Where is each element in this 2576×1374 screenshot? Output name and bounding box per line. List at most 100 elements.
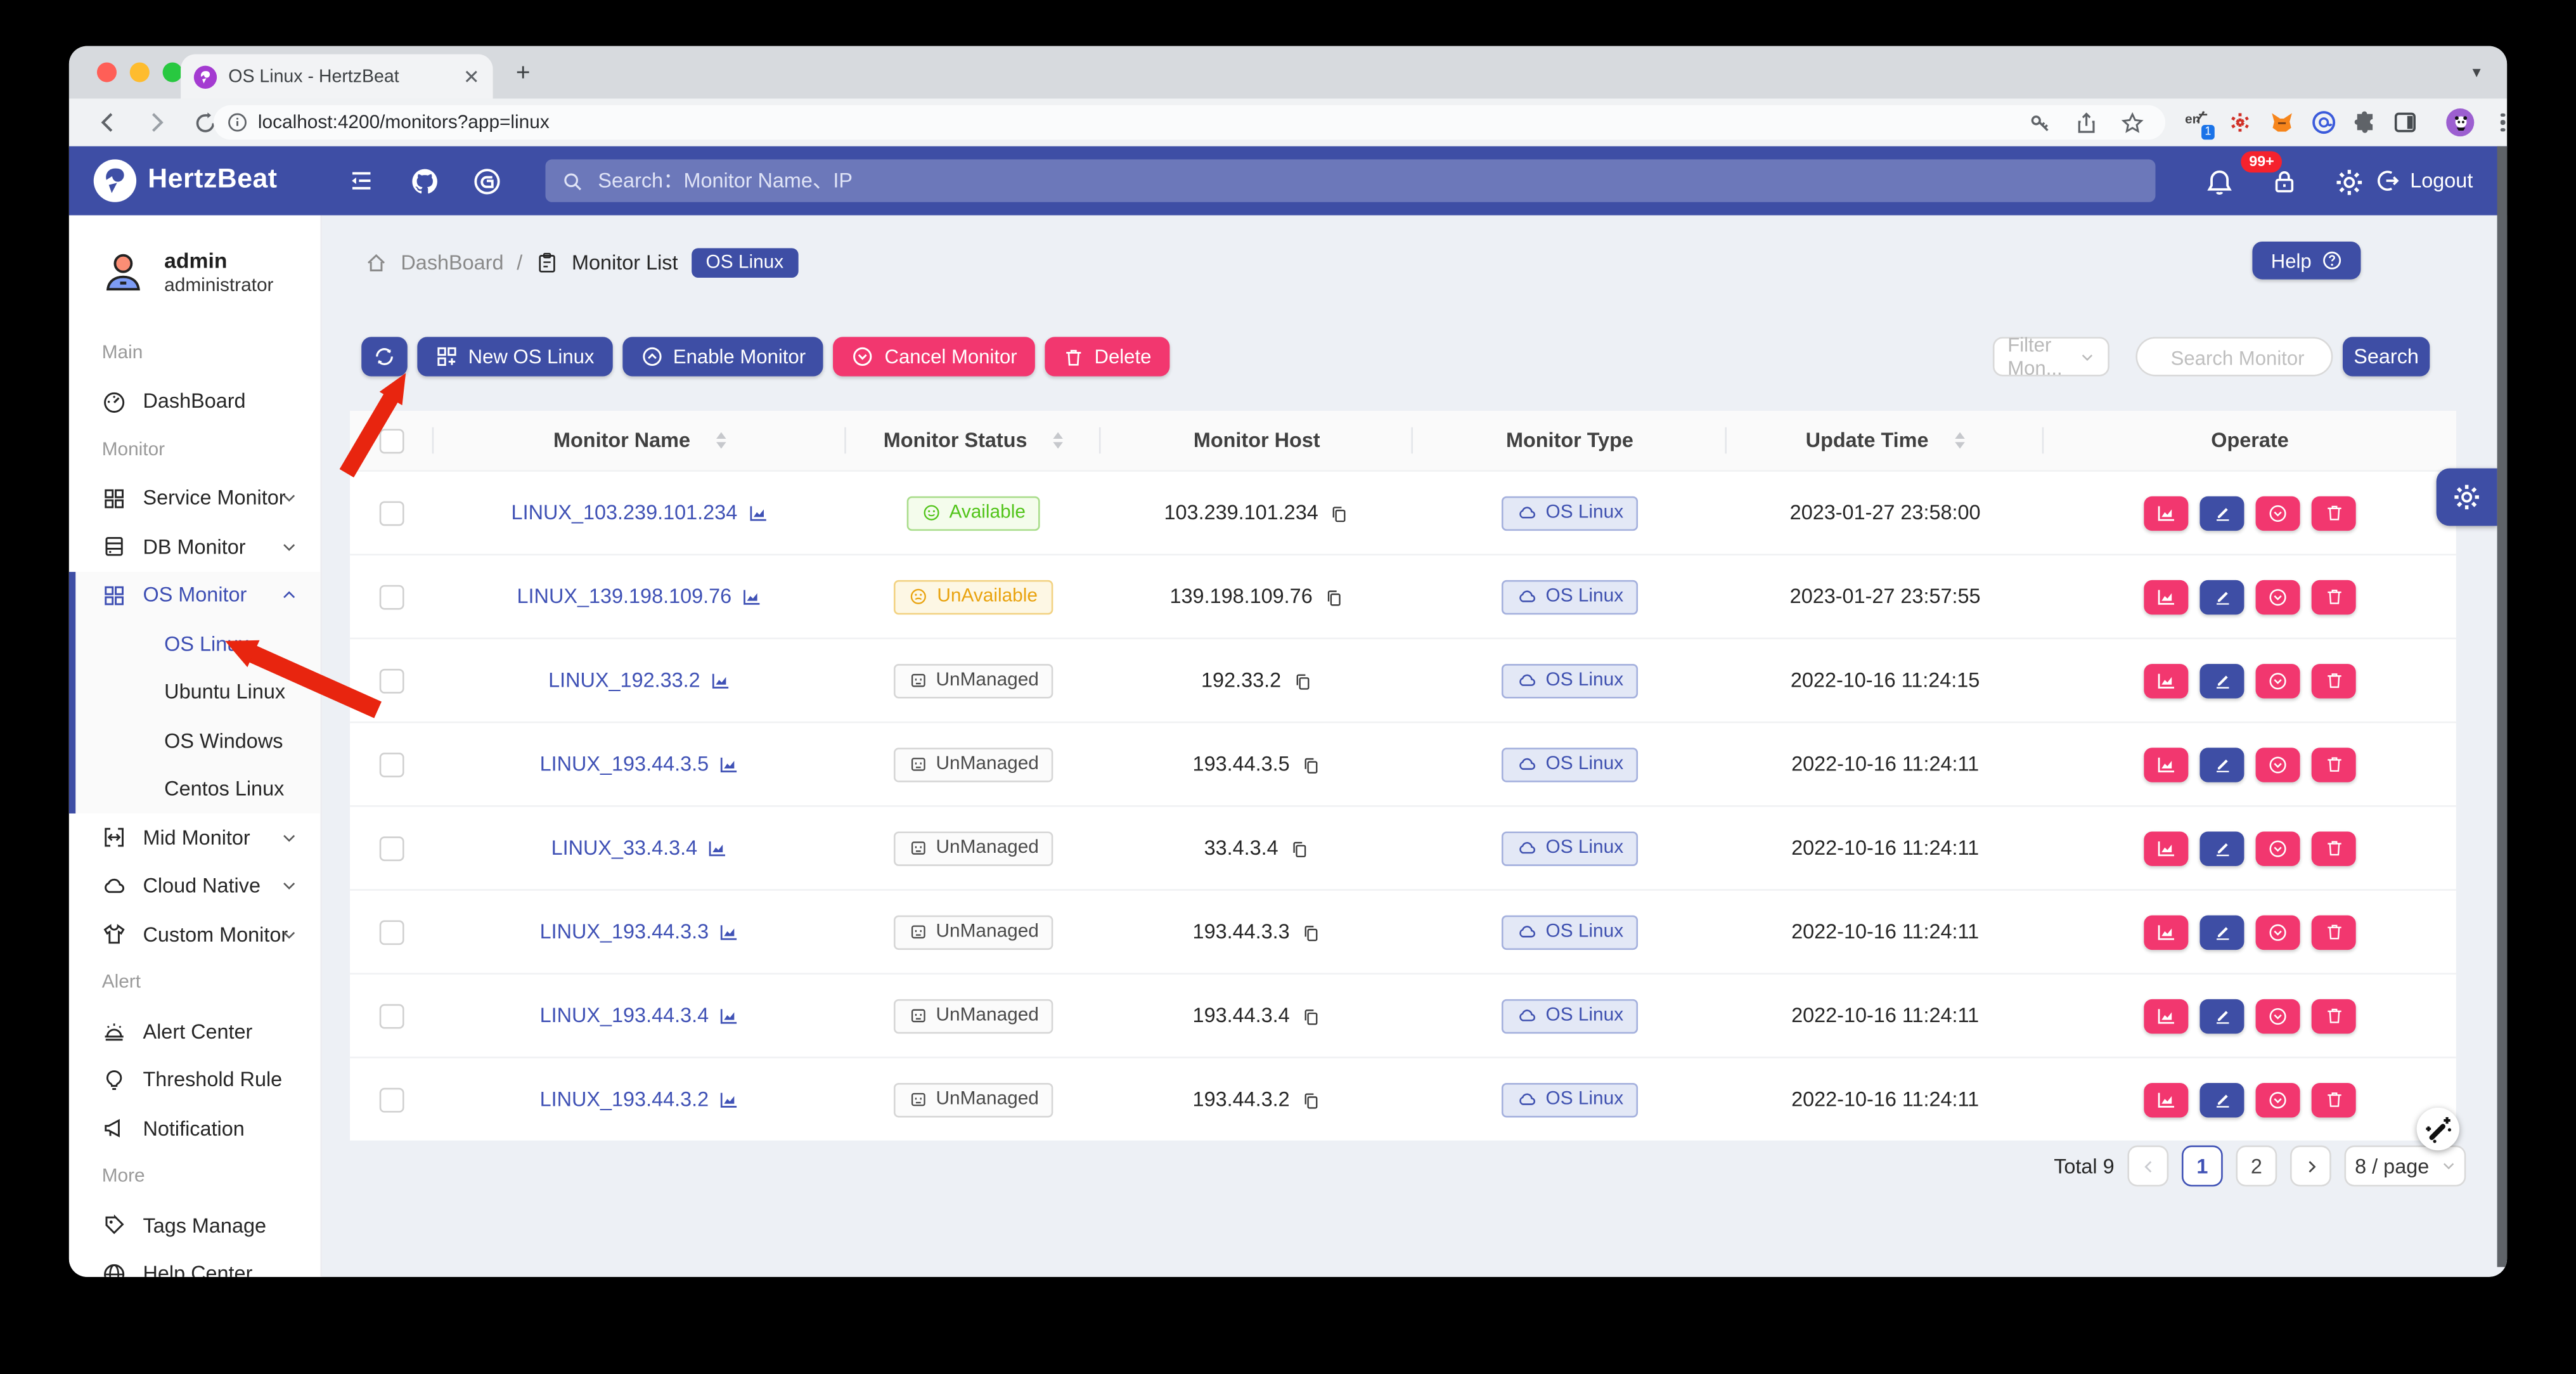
global-search-input[interactable] <box>595 167 2139 194</box>
sidebar-item-tags-manage[interactable]: Tags Manage <box>69 1202 321 1250</box>
row-delete-button[interactable] <box>2311 1082 2356 1117</box>
row-checkbox[interactable] <box>379 1003 404 1028</box>
at-extension-icon[interactable] <box>2312 110 2336 135</box>
copy-icon[interactable] <box>1292 669 1312 692</box>
row-checkbox[interactable] <box>379 668 404 693</box>
row-cancel-button[interactable] <box>2255 1082 2300 1117</box>
row-edit-button[interactable] <box>2199 914 2244 949</box>
row-delete-button[interactable] <box>2311 663 2356 698</box>
gitee-icon[interactable] <box>473 167 501 195</box>
theme-settings-button[interactable] <box>2436 468 2497 526</box>
sidebar-item-dashboard[interactable]: DashBoard <box>69 377 321 425</box>
bookmark-star-icon[interactable] <box>2121 111 2144 134</box>
row-checkbox[interactable] <box>379 584 404 609</box>
sidebar-item-threshold-rule[interactable]: Threshold Rule <box>69 1056 321 1104</box>
row-cancel-button[interactable] <box>2255 746 2300 782</box>
extensions-puzzle-icon[interactable] <box>2353 110 2378 135</box>
forward-icon[interactable] <box>145 110 169 135</box>
prev-page-button[interactable] <box>2127 1145 2169 1187</box>
address-bar[interactable]: localhost:4200/monitors?app=linux <box>213 105 2166 140</box>
col-monitor-name[interactable]: Monitor Name <box>434 411 846 470</box>
breadcrumb-dashboard[interactable]: DashBoard <box>401 251 504 275</box>
page-1-button[interactable]: 1 <box>2181 1145 2223 1187</box>
row-edit-button[interactable] <box>2199 746 2244 782</box>
sidebar-item-notification[interactable]: Notification <box>69 1105 321 1153</box>
monitor-name-link[interactable]: LINUX_33.4.3.4 <box>551 836 729 860</box>
profile-avatar-icon[interactable] <box>2446 108 2475 137</box>
row-checkbox[interactable] <box>379 835 404 860</box>
new-tab-button[interactable]: + <box>515 59 531 87</box>
user-card[interactable]: admin administrator <box>69 216 321 329</box>
page-size-select[interactable]: 8 / page <box>2344 1145 2466 1187</box>
info-icon[interactable] <box>227 112 248 133</box>
monitor-name-link[interactable]: LINUX_192.33.2 <box>548 669 731 692</box>
row-cancel-button[interactable] <box>2255 998 2300 1033</box>
lock-icon[interactable] <box>2270 167 2298 195</box>
sidebar-item-centos-linux[interactable]: Centos Linux <box>164 777 285 801</box>
browser-tab[interactable]: OS Linux - HertzBeat ✕ <box>181 54 493 99</box>
row-delete-button[interactable] <box>2311 831 2356 865</box>
share-icon[interactable] <box>2075 111 2097 134</box>
row-cancel-button[interactable] <box>2255 831 2300 865</box>
row-chart-button[interactable] <box>2144 746 2189 782</box>
sort-icon[interactable] <box>1053 432 1064 449</box>
notification-bell-icon[interactable] <box>2205 167 2234 197</box>
minimize-window-button[interactable] <box>129 62 150 82</box>
settings-gear-icon[interactable] <box>2334 167 2364 197</box>
next-page-button[interactable] <box>2290 1145 2331 1187</box>
row-delete-button[interactable] <box>2311 998 2356 1033</box>
sort-icon[interactable] <box>716 432 727 449</box>
home-icon[interactable] <box>364 252 387 275</box>
sidebar-item-cloud-native[interactable]: Cloud Native <box>69 862 321 910</box>
help-button[interactable]: Help <box>2253 241 2361 280</box>
sidebar-item-ubuntu-linux[interactable]: Ubuntu Linux <box>164 680 286 704</box>
sidebar-item-os-linux[interactable]: OS Linux <box>164 632 249 656</box>
row-edit-button[interactable] <box>2199 1082 2244 1117</box>
monitor-name-link[interactable]: LINUX_103.239.101.234 <box>512 502 769 524</box>
row-edit-button[interactable] <box>2199 998 2244 1033</box>
sort-icon[interactable] <box>1955 432 1965 449</box>
password-key-icon[interactable] <box>2029 111 2052 134</box>
browser-menu-icon[interactable] <box>2500 113 2505 132</box>
search-button[interactable]: Search <box>2342 337 2430 377</box>
sidebar-item-custom-monitor[interactable]: Custom Monitor <box>69 911 321 959</box>
monitor-name-link[interactable]: LINUX_193.44.3.4 <box>540 1004 740 1027</box>
row-checkbox[interactable] <box>379 751 404 777</box>
copy-icon[interactable] <box>1301 1004 1321 1027</box>
row-chart-button[interactable] <box>2144 579 2189 614</box>
row-edit-button[interactable] <box>2199 831 2244 865</box>
monitor-name-link[interactable]: LINUX_193.44.3.2 <box>540 1088 740 1111</box>
tab-close-icon[interactable]: ✕ <box>463 65 480 88</box>
menu-fold-icon[interactable] <box>348 167 374 193</box>
row-checkbox[interactable] <box>379 500 404 526</box>
page-2-button[interactable]: 2 <box>2236 1145 2277 1187</box>
copy-icon[interactable] <box>1330 502 1349 524</box>
sidebar-item-os-windows[interactable]: OS Windows <box>164 729 283 753</box>
tab-search-chevron-icon[interactable]: ▾ <box>2472 64 2481 82</box>
new-monitor-button[interactable]: New OS Linux <box>417 337 612 377</box>
row-chart-button[interactable] <box>2144 495 2189 530</box>
close-window-button[interactable] <box>96 62 117 82</box>
sidebar-item-mid-monitor[interactable]: Mid Monitor <box>69 813 321 862</box>
copy-icon[interactable] <box>1301 920 1321 943</box>
breadcrumb-monitor-list[interactable]: Monitor List <box>572 251 678 275</box>
sidebar-item-db-monitor[interactable]: DB Monitor <box>69 522 321 571</box>
translate-extension-icon[interactable]: en 1 <box>2185 109 2215 139</box>
sidebar-item-os-monitor[interactable]: OS Monitor <box>75 571 320 619</box>
search-monitor-input[interactable] <box>2137 338 2338 379</box>
row-cancel-button[interactable] <box>2255 914 2300 949</box>
page-scrollbar[interactable] <box>2497 146 2508 1267</box>
row-cancel-button[interactable] <box>2255 579 2300 614</box>
row-edit-button[interactable] <box>2199 495 2244 530</box>
row-edit-button[interactable] <box>2199 663 2244 698</box>
cancel-monitor-button[interactable]: Cancel Monitor <box>834 337 1036 377</box>
red-extension-icon[interactable] <box>2228 110 2253 135</box>
filter-monitor-select[interactable]: Filter Mon... <box>1992 334 2109 380</box>
row-delete-button[interactable] <box>2311 579 2356 614</box>
metamask-extension-icon[interactable] <box>2269 110 2295 135</box>
copy-icon[interactable] <box>1301 753 1321 775</box>
row-delete-button[interactable] <box>2311 746 2356 782</box>
monitor-name-link[interactable]: LINUX_193.44.3.3 <box>540 920 740 943</box>
refresh-button[interactable] <box>361 337 408 377</box>
global-search[interactable] <box>545 159 2156 202</box>
